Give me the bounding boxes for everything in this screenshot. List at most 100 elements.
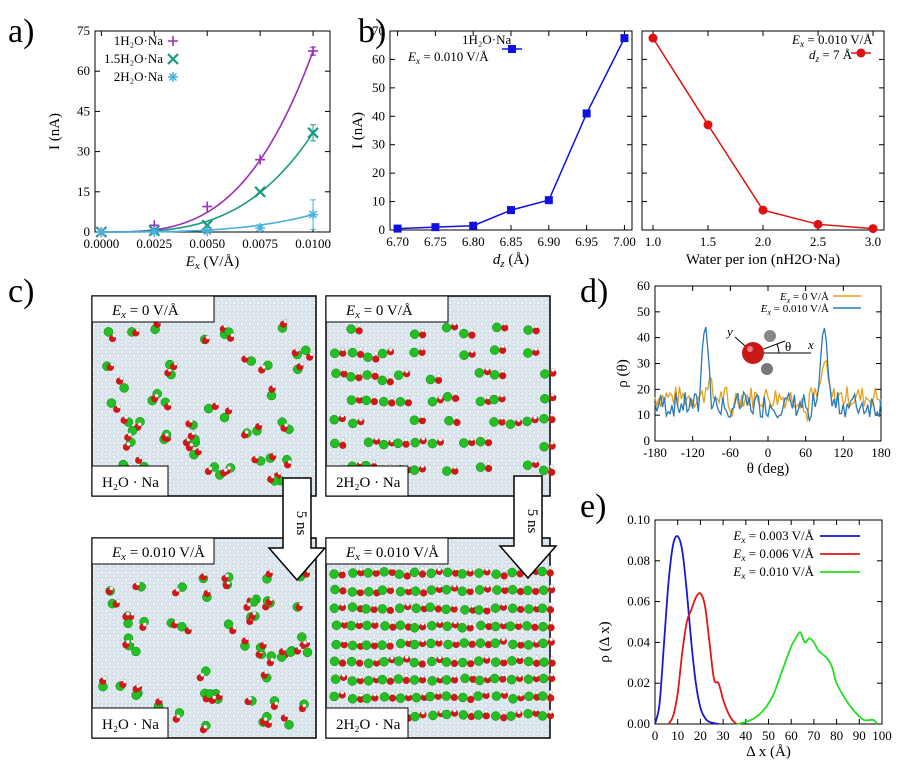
water-oxygen [355,396,364,404]
water-oxygen [450,693,458,702]
water-oxygen [418,660,426,668]
time-arrow-1 [498,475,558,580]
sodium-ion [331,368,341,379]
sodium-ion [348,418,358,429]
sodium-ion [539,657,549,667]
water-hydrogen [468,585,473,590]
sodium-ion [377,604,388,614]
water-hydrogen [453,566,458,571]
sim-box-atoms-2 [98,569,313,734]
inset-angle-arc [776,343,780,354]
water-hydrogen [245,635,250,640]
sodium-ion [475,638,486,648]
sodium-ion [473,710,484,720]
water-hydrogen [124,415,129,420]
water-hydrogen [126,442,131,447]
sim-field-label-box-3 [325,537,449,565]
water-hydrogen [232,625,237,630]
water-hydrogen [358,692,363,697]
water-hydrogen [230,333,235,338]
water-hydrogen [406,395,411,400]
water-hydrogen [372,459,377,464]
chart-e-xtick-label-0: 0 [652,728,659,743]
chart-b-right-point-1 [703,120,713,130]
sodium-ion [329,569,339,579]
water-hydrogen [517,673,522,678]
chart-a-xtick-label-1: 0.0025 [136,236,172,251]
chart-e-ylabel: ρ (Δ x) [597,621,613,662]
water-hydrogen [374,436,379,441]
water-hydrogen [420,328,425,333]
chart-e-xtick-label-8: 80 [830,728,843,743]
chart-a-ytick-label-5: 75 [77,23,90,38]
water-oxygen [547,694,555,702]
water-hydrogen [127,432,132,437]
water-hydrogen [228,406,233,411]
water-hydrogen [340,347,345,352]
water-hydrogen [212,695,217,700]
inset-y-label: y [725,324,733,339]
water-hydrogen [389,438,394,443]
chart-b-left-ytick-label-3: 30 [372,137,385,152]
sodium-ion [457,569,467,579]
chart-b-left-ytick-label-0: 0 [379,222,386,237]
water-hydrogen [534,324,539,329]
panel-label-b: b) [358,13,386,50]
water-oxygen [338,659,347,667]
chart-a-point-0-4 [308,46,319,57]
water-oxygen [436,620,444,629]
chart-d-xtick-label-6: 180 [871,445,891,460]
water-hydrogen [287,459,292,464]
chart-b-left-point-4 [544,196,553,205]
water-hydrogen [282,646,287,651]
water-hydrogen [373,351,378,356]
chart-a-point-1-4 [307,127,319,139]
sodium-ion [363,352,373,362]
water-oxygen [371,621,379,629]
water-hydrogen [533,584,538,589]
sodium-ion [103,327,114,337]
water-hydrogen [122,679,127,684]
water-hydrogen [174,619,179,624]
sodium-ion [539,442,549,452]
chart-b-left-legend-line1: 1H₂O·Na [462,32,512,47]
water-oxygen [370,605,378,614]
sodium-ion [329,414,340,425]
water-hydrogen [534,690,539,695]
chart-e-ytick-label-4: 0.08 [627,553,650,568]
water-hydrogen [436,690,441,695]
sodium-ion [459,438,469,448]
water-hydrogen [125,639,130,644]
chart-b-left-xlabel: dz (Å) [493,252,529,270]
inset-hydrogen-1 [764,330,776,342]
chart-a-legend-marker-2 [168,72,178,82]
sodium-ion [380,621,390,631]
water-hydrogen [135,327,140,332]
water-oxygen [451,467,459,475]
chart-b-left-point-1 [431,223,440,232]
water-oxygen [482,691,490,700]
sodium-ion [523,708,533,719]
water-hydrogen [372,639,377,644]
water-hydrogen [215,401,220,406]
chart-e-xtick-label-4: 40 [739,728,752,743]
sodium-ion [331,639,341,650]
sodium-ion [346,324,356,334]
water-oxygen [356,350,365,359]
water-hydrogen [518,602,523,607]
chart-d-legend-label-0: Ex = 0 V/Å [779,291,829,305]
sodium-ion [347,640,358,651]
water-oxygen [356,659,364,667]
water-hydrogen [272,451,277,456]
water-hydrogen [388,584,393,589]
sim-system-label-box-0 [91,465,169,497]
sim-field-label-3: Ex = 0.010 V/Å [345,545,439,563]
water-oxygen [453,418,461,427]
water-oxygen [548,468,556,476]
water-hydrogen [420,346,425,351]
sodium-ion [330,584,340,595]
water-oxygen [546,569,554,577]
water-oxygen [499,622,508,630]
sim-system-label-0: H₂O · Na [102,475,159,491]
